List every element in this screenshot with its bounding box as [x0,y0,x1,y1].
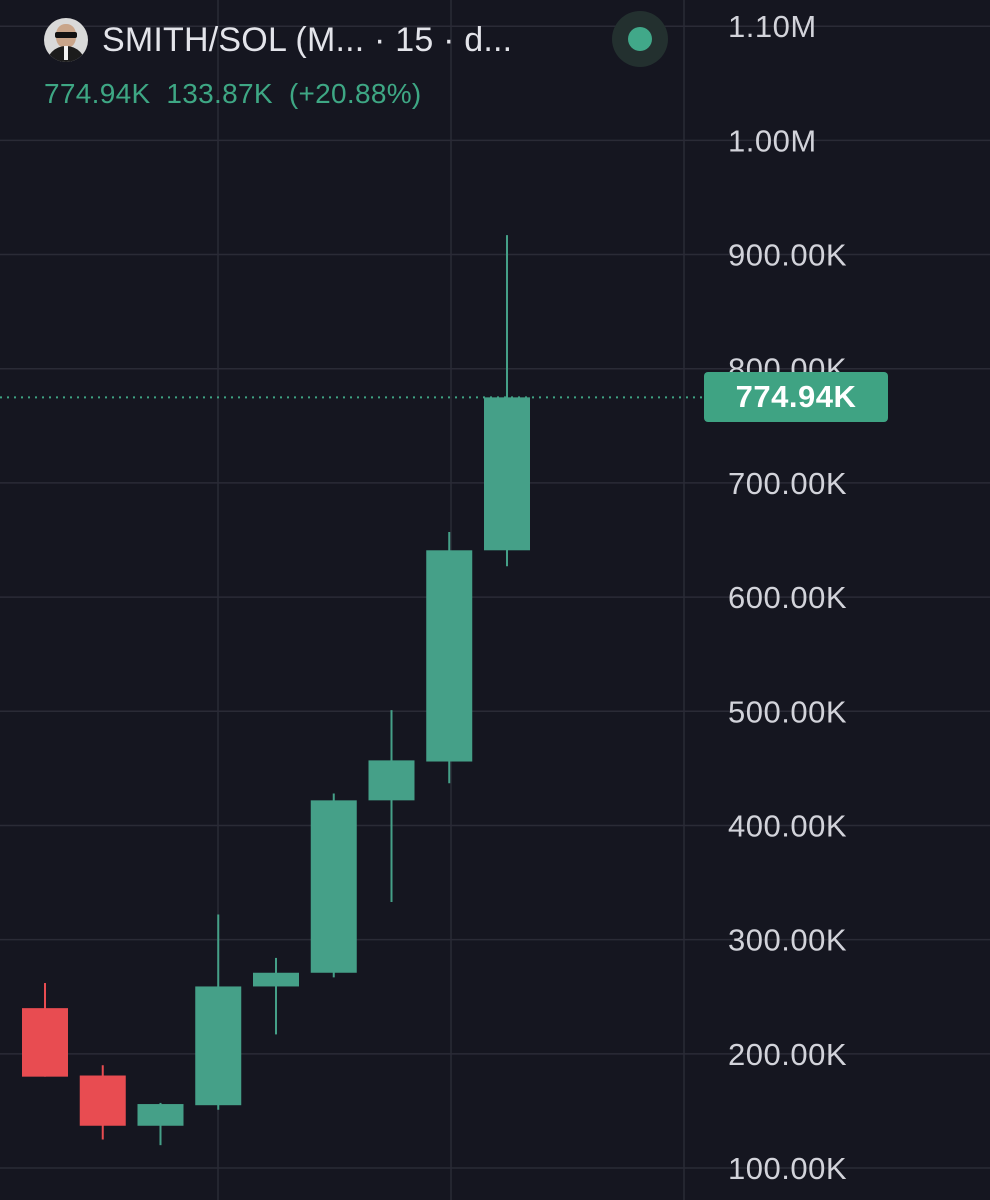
y-tick-label: 100.00K [728,1151,847,1186]
candle-body [22,1008,68,1077]
chart-legend: SMITH/SOL (M... · 15 · d... [44,18,512,62]
candle[interactable] [253,957,299,1035]
y-tick-label: 200.00K [728,1037,847,1072]
candle[interactable] [22,983,68,1077]
candle-body [426,550,473,762]
candle-body [368,760,415,801]
candle[interactable] [195,914,242,1110]
candle[interactable] [137,1102,184,1146]
live-status-dot-icon [628,27,652,51]
y-tick-label: 700.00K [728,466,847,501]
ohlc-readout: 774.94K 133.87K (+20.88%) [44,78,438,110]
change-value: 133.87K [166,78,273,109]
y-tick-label: 1.00M [728,123,817,158]
y-tick-label: 1.10M [728,9,817,44]
agent-smith-avatar-icon [44,18,88,62]
last-price-tag: 774.94K [704,372,888,422]
candle[interactable] [310,793,357,978]
candle-body [195,986,242,1106]
candle-body [310,800,357,973]
y-tick-label: 900.00K [728,238,847,273]
change-percent: (+20.88%) [288,78,422,109]
y-tick-label: 300.00K [728,923,847,958]
y-tick-label: 500.00K [728,694,847,729]
candle[interactable] [484,235,530,567]
candle-body [79,1075,126,1126]
live-status-button[interactable] [612,11,668,67]
candle[interactable] [426,532,473,784]
pair-title[interactable]: SMITH/SOL (M... · 15 · d... [102,20,513,59]
candle[interactable] [79,1065,126,1140]
candle-body [137,1104,184,1126]
candle-body [484,397,530,551]
close-value: 774.94K [44,78,151,109]
y-tick-label: 600.00K [728,580,847,615]
candle[interactable] [368,710,415,902]
y-tick-label: 400.00K [728,808,847,843]
candle-body [253,972,299,987]
